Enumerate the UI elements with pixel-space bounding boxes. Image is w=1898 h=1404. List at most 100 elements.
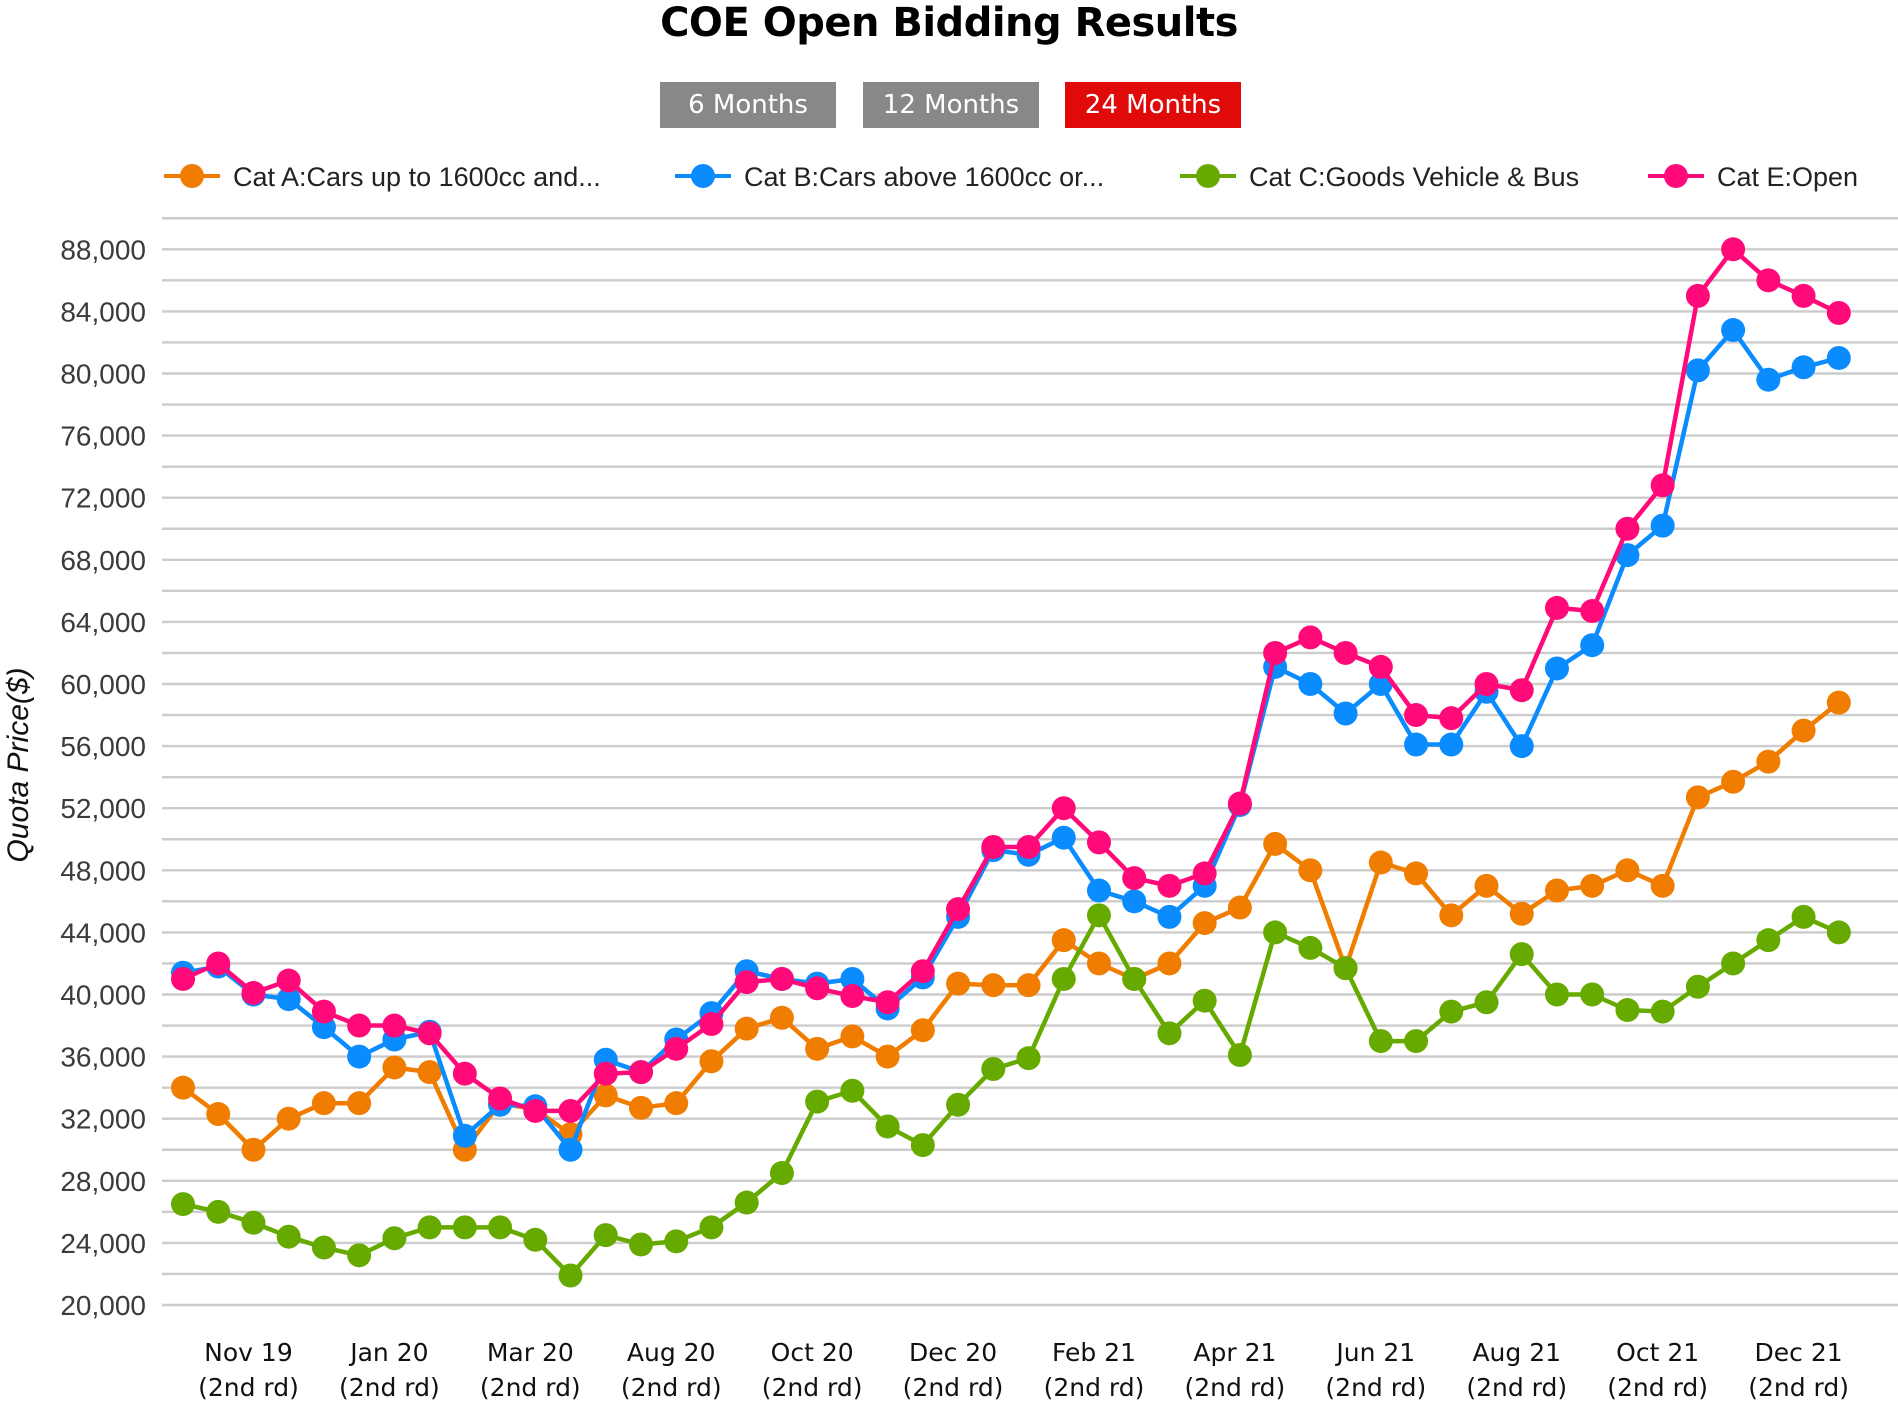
data-point[interactable] xyxy=(840,966,865,991)
data-point[interactable] xyxy=(1474,873,1499,898)
data-point[interactable] xyxy=(1791,283,1816,308)
data-point[interactable] xyxy=(1263,640,1288,665)
data-point[interactable] xyxy=(1615,516,1640,541)
data-point[interactable] xyxy=(1580,633,1605,658)
data-point[interactable] xyxy=(1650,873,1675,898)
data-point[interactable] xyxy=(664,1091,689,1116)
data-point[interactable] xyxy=(1404,1029,1429,1054)
data-point[interactable] xyxy=(1192,861,1217,886)
data-point[interactable] xyxy=(946,1092,971,1117)
data-point[interactable] xyxy=(241,1137,266,1162)
data-point[interactable] xyxy=(1404,703,1429,728)
data-point[interactable] xyxy=(382,1013,407,1038)
data-point[interactable] xyxy=(593,1061,618,1086)
data-point[interactable] xyxy=(1615,858,1640,883)
range-button-12-months[interactable]: 12 Months xyxy=(863,82,1039,128)
legend-item-4[interactable]: Cat E:Open xyxy=(1648,162,1858,192)
data-point[interactable] xyxy=(1016,835,1041,860)
data-point[interactable] xyxy=(558,1263,583,1288)
data-point[interactable] xyxy=(206,951,231,976)
data-point[interactable] xyxy=(1192,911,1217,936)
data-point[interactable] xyxy=(1263,831,1288,856)
data-point[interactable] xyxy=(417,1060,442,1085)
data-point[interactable] xyxy=(1544,656,1569,681)
data-point[interactable] xyxy=(1509,734,1534,759)
data-point[interactable] xyxy=(1826,345,1851,370)
data-point[interactable] xyxy=(311,1235,336,1260)
data-point[interactable] xyxy=(805,1089,830,1114)
data-point[interactable] xyxy=(875,1114,900,1139)
data-point[interactable] xyxy=(1404,732,1429,757)
data-point[interactable] xyxy=(1298,858,1323,883)
data-point[interactable] xyxy=(1227,791,1252,816)
range-button-6-months[interactable]: 6 Months xyxy=(660,82,836,128)
data-point[interactable] xyxy=(1509,942,1534,967)
data-point[interactable] xyxy=(664,1229,689,1254)
data-point[interactable] xyxy=(1826,920,1851,945)
data-point[interactable] xyxy=(311,999,336,1024)
data-point[interactable] xyxy=(946,971,971,996)
data-point[interactable] xyxy=(1227,1043,1252,1068)
data-point[interactable] xyxy=(840,1024,865,1049)
data-point[interactable] xyxy=(981,1057,1006,1082)
data-point[interactable] xyxy=(1368,1029,1393,1054)
data-point[interactable] xyxy=(1157,1021,1182,1046)
data-point[interactable] xyxy=(910,1018,935,1043)
data-point[interactable] xyxy=(1580,982,1605,1007)
data-point[interactable] xyxy=(1404,861,1429,886)
data-point[interactable] xyxy=(946,897,971,922)
data-point[interactable] xyxy=(1333,701,1358,726)
data-point[interactable] xyxy=(769,1161,794,1186)
data-point[interactable] xyxy=(452,1123,477,1148)
data-point[interactable] xyxy=(488,1086,513,1111)
data-point[interactable] xyxy=(1791,904,1816,929)
data-point[interactable] xyxy=(1650,473,1675,498)
data-point[interactable] xyxy=(840,984,865,1009)
data-point[interactable] xyxy=(628,1060,653,1085)
data-point[interactable] xyxy=(875,1044,900,1069)
data-point[interactable] xyxy=(488,1215,513,1240)
data-point[interactable] xyxy=(1685,283,1710,308)
data-point[interactable] xyxy=(206,1199,231,1224)
data-point[interactable] xyxy=(910,959,935,984)
data-point[interactable] xyxy=(699,1215,724,1240)
data-point[interactable] xyxy=(1650,999,1675,1024)
data-point[interactable] xyxy=(1721,237,1746,262)
data-point[interactable] xyxy=(1016,973,1041,998)
range-button-24-months[interactable]: 24 Months xyxy=(1065,82,1241,128)
data-point[interactable] xyxy=(1086,830,1111,855)
data-point[interactable] xyxy=(1122,889,1147,914)
data-point[interactable] xyxy=(1086,951,1111,976)
data-point[interactable] xyxy=(910,1133,935,1158)
data-point[interactable] xyxy=(593,1223,618,1248)
data-point[interactable] xyxy=(1791,355,1816,380)
data-point[interactable] xyxy=(1368,850,1393,875)
data-point[interactable] xyxy=(1509,901,1534,926)
data-point[interactable] xyxy=(1439,706,1464,731)
data-point[interactable] xyxy=(1157,904,1182,929)
data-point[interactable] xyxy=(1721,318,1746,343)
data-point[interactable] xyxy=(523,1098,548,1123)
data-point[interactable] xyxy=(981,835,1006,860)
data-point[interactable] xyxy=(628,1095,653,1120)
data-point[interactable] xyxy=(1333,640,1358,665)
legend-item-1[interactable]: Cat A:Cars up to 1600cc and... xyxy=(164,162,601,192)
data-point[interactable] xyxy=(875,990,900,1015)
data-point[interactable] xyxy=(347,1044,372,1069)
data-point[interactable] xyxy=(1474,672,1499,696)
data-point[interactable] xyxy=(1756,928,1781,953)
data-point[interactable] xyxy=(734,1190,759,1215)
data-point[interactable] xyxy=(1086,878,1111,903)
data-point[interactable] xyxy=(1263,920,1288,945)
data-point[interactable] xyxy=(1826,300,1851,325)
data-point[interactable] xyxy=(241,1210,266,1235)
data-point[interactable] xyxy=(1439,732,1464,757)
data-point[interactable] xyxy=(311,1091,336,1116)
data-point[interactable] xyxy=(417,1215,442,1240)
data-point[interactable] xyxy=(1051,796,1076,821)
data-point[interactable] xyxy=(347,1013,372,1038)
data-point[interactable] xyxy=(347,1091,372,1116)
data-point[interactable] xyxy=(452,1215,477,1240)
data-point[interactable] xyxy=(171,1075,195,1100)
data-point[interactable] xyxy=(1122,866,1147,891)
